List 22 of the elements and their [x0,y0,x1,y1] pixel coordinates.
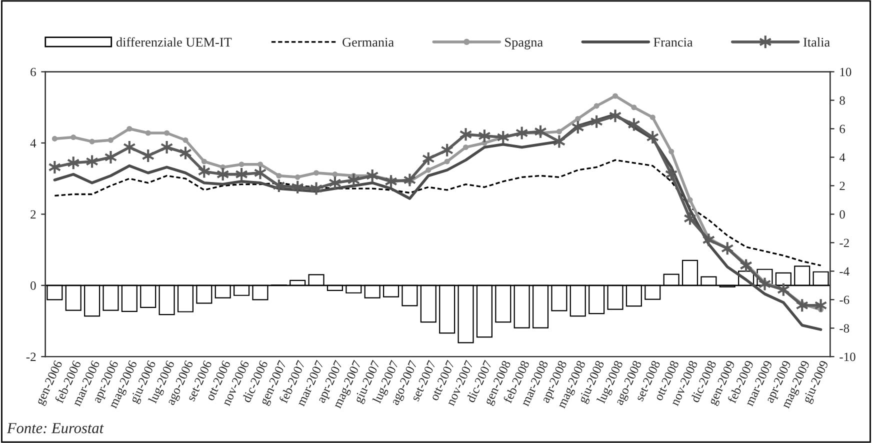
y2-tick-label: -6 [840,296,850,304]
y-tick-label: -2 [26,352,36,361]
legend-label: Francia [654,38,693,47]
legend-label: Germania [342,38,394,47]
legend-label: Spagna [505,38,543,50]
y-tick-label: 2 [30,210,36,219]
y2-tick-label: -10 [840,352,856,362]
y2-tick-label: -2 [840,238,849,248]
y-tick-label: 6 [30,68,36,76]
legend-label: Italia [803,37,830,47]
y2-tick-label: -4 [840,267,850,276]
y2-tick-label: 8 [840,96,845,105]
source-note: Fonte: Eurostat [6,423,104,434]
legend-label: differenziale UEM-IT [116,37,232,47]
y2-tick-label: -8 [840,324,850,333]
y2-tick-label: 6 [840,124,846,134]
y-tick-label: 0 [30,281,36,290]
y-tick-label: 4 [30,139,36,148]
y2-tick-label: 4 [839,153,846,162]
y2-tick-label: 10 [840,68,852,76]
y2-tick-label: 0 [840,210,845,219]
y2-tick-label: 2 [840,182,845,190]
